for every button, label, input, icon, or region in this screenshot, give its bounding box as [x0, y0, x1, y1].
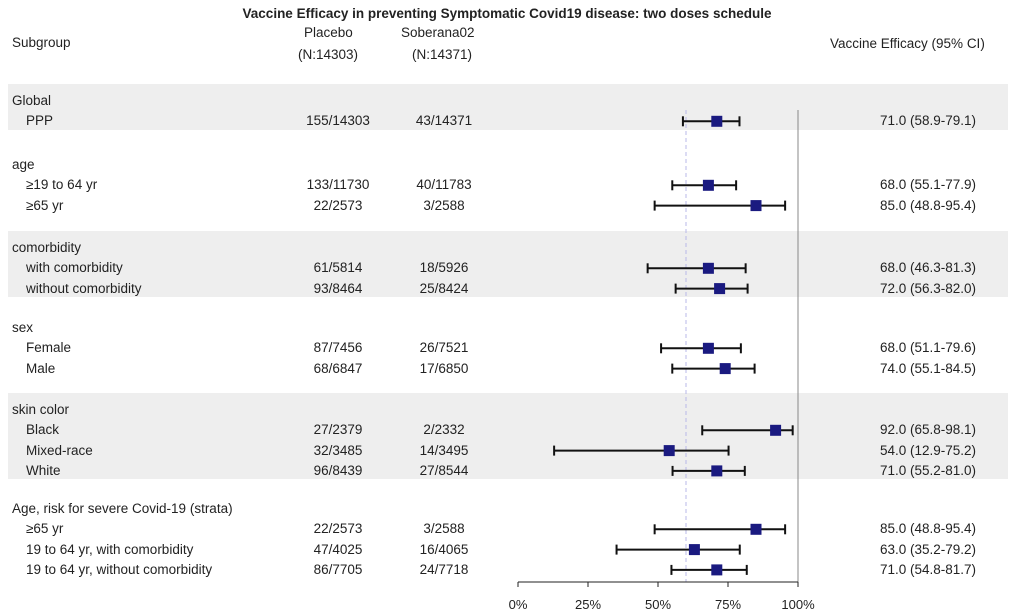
ci-text: 71.0 (54.8-81.7)	[879, 561, 976, 577]
vaccine-cases: 26/7521	[419, 340, 469, 356]
group-band	[8, 231, 1008, 297]
ci-text: 92.0 (65.8-98.1)	[879, 422, 976, 438]
point-estimate	[750, 523, 762, 535]
vaccine-cases: 2/2332	[423, 422, 465, 438]
point-estimate	[702, 262, 714, 274]
point-estimate	[750, 200, 762, 212]
group-label: age	[12, 157, 35, 172]
x-tick-label: 75%	[715, 597, 741, 612]
header-subgroup: Subgroup	[12, 35, 71, 50]
placebo-cases: 96/8439	[313, 462, 363, 478]
ci-text: 54.0 (12.9-75.2)	[879, 442, 976, 458]
placebo-cases: 87/7456	[313, 340, 363, 356]
placebo-cases: 27/2379	[313, 422, 363, 438]
placebo-cases: 68/6847	[313, 360, 363, 376]
point-estimate	[702, 342, 714, 354]
chart-title: Vaccine Efficacy in preventing Symptomat…	[242, 6, 772, 21]
point-estimate	[770, 424, 782, 436]
ci-text: 85.0 (48.8-95.4)	[879, 521, 976, 537]
ci-text: 71.0 (55.2-81.0)	[879, 462, 976, 478]
group-label: comorbidity	[12, 240, 82, 255]
placebo-cases: 47/4025	[313, 541, 363, 557]
point-estimate	[711, 564, 723, 576]
header-placebo-n: (N:14303)	[298, 47, 359, 62]
ci-text: 85.0 (48.8-95.4)	[879, 197, 976, 213]
header-vaccine: Soberana02	[401, 25, 475, 40]
header-vaccine-efficacy: Vaccine Efficacy (95% CI)	[830, 36, 985, 51]
vaccine-cases: 18/5926	[419, 260, 469, 276]
vaccine-cases: 25/8424	[419, 280, 469, 296]
x-tick-label: 50%	[645, 597, 671, 612]
placebo-cases: 22/2573	[313, 197, 363, 213]
row-label: Female	[26, 340, 72, 356]
row-label: ≥65 yr	[26, 521, 64, 537]
row-label: ≥19 to 64 yr	[26, 177, 98, 193]
vaccine-cases: 3/2588	[423, 197, 465, 213]
point-estimate	[688, 544, 700, 556]
placebo-cases: 61/5814	[313, 260, 363, 276]
row-label: PPP	[26, 113, 54, 129]
ci-text: 63.0 (35.2-79.2)	[879, 541, 976, 557]
point-estimate	[711, 465, 723, 477]
placebo-cases: 22/2573	[313, 521, 363, 537]
row-label: without comorbidity	[26, 280, 142, 296]
vaccine-cases: 27/8544	[419, 462, 469, 478]
point-estimate	[702, 179, 714, 191]
ci-text: 68.0 (55.1-77.9)	[879, 177, 976, 193]
vaccine-cases: 17/6850	[419, 360, 469, 376]
placebo-cases: 32/3485	[313, 442, 363, 458]
header-vaccine-n: (N:14371)	[412, 47, 473, 62]
point-estimate	[714, 283, 726, 295]
group-label: sex	[12, 320, 34, 335]
x-tick-label: 100%	[781, 597, 815, 612]
placebo-cases: 86/7705	[313, 561, 363, 577]
row-label: ≥65 yr	[26, 197, 64, 213]
group-label: Global	[12, 93, 52, 108]
ci-text: 68.0 (46.3-81.3)	[879, 260, 976, 276]
row-label: Male	[26, 360, 56, 376]
ci-text: 74.0 (55.1-84.5)	[879, 360, 976, 376]
placebo-cases: 155/14303	[306, 113, 370, 129]
row-label: with comorbidity	[26, 260, 123, 276]
vaccine-cases: 16/4065	[419, 541, 469, 557]
point-estimate	[719, 363, 731, 375]
row-label: 19 to 64 yr, with comorbidity	[26, 541, 194, 557]
row-label: Black	[26, 422, 60, 438]
ci-text: 72.0 (56.3-82.0)	[879, 280, 976, 296]
row-label: White	[26, 462, 61, 478]
placebo-cases: 133/11730	[306, 177, 370, 193]
row-label: 19 to 64 yr, without comorbidity	[26, 561, 213, 577]
group-band	[8, 84, 1008, 130]
vaccine-cases: 40/11783	[416, 177, 472, 193]
ci-text: 71.0 (58.9-79.1)	[879, 113, 976, 129]
point-estimate	[711, 115, 723, 127]
vaccine-cases: 24/7718	[419, 561, 469, 577]
vaccine-cases: 3/2588	[423, 521, 465, 537]
placebo-cases: 93/8464	[313, 280, 363, 296]
x-tick-label: 25%	[575, 597, 601, 612]
row-label: Mixed-race	[26, 442, 93, 458]
vaccine-cases: 43/14371	[415, 113, 473, 129]
group-label: skin color	[12, 402, 70, 417]
header-placebo: Placebo	[304, 25, 353, 40]
vaccine-cases: 14/3495	[419, 442, 469, 458]
group-label: Age, risk for severe Covid-19 (strata)	[12, 501, 233, 516]
ci-text: 68.0 (51.1-79.6)	[879, 340, 976, 356]
x-tick-label: 0%	[509, 597, 528, 612]
point-estimate	[663, 445, 675, 457]
group-band	[8, 393, 1008, 480]
